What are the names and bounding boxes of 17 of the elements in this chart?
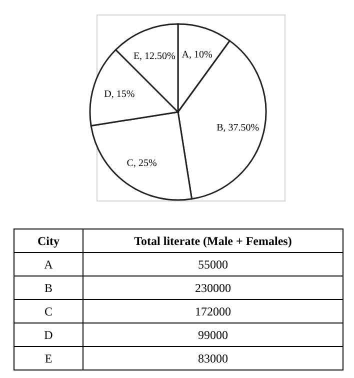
category-label: B: [44, 280, 53, 295]
text: City: [38, 234, 60, 248]
category-label: A: [44, 257, 54, 272]
category-label: E: [44, 351, 52, 366]
data-label: 172000: [195, 304, 231, 318]
data-label: 99000: [198, 328, 228, 342]
category-label: C: [44, 304, 53, 318]
data-label: 230000: [195, 280, 231, 295]
text: Total literate (Male + Females): [134, 234, 292, 248]
slice-label: A, 10%: [182, 49, 212, 60]
slice-label: C, 25%: [126, 158, 157, 169]
slice-label: B, 37.50%: [216, 122, 260, 134]
data-label: 55000: [198, 257, 228, 272]
slice-label: E, 12.50%: [133, 51, 176, 62]
category-label: D: [44, 328, 54, 342]
slice-label: D, 15%: [104, 88, 135, 100]
data-label: 83000: [198, 351, 228, 366]
